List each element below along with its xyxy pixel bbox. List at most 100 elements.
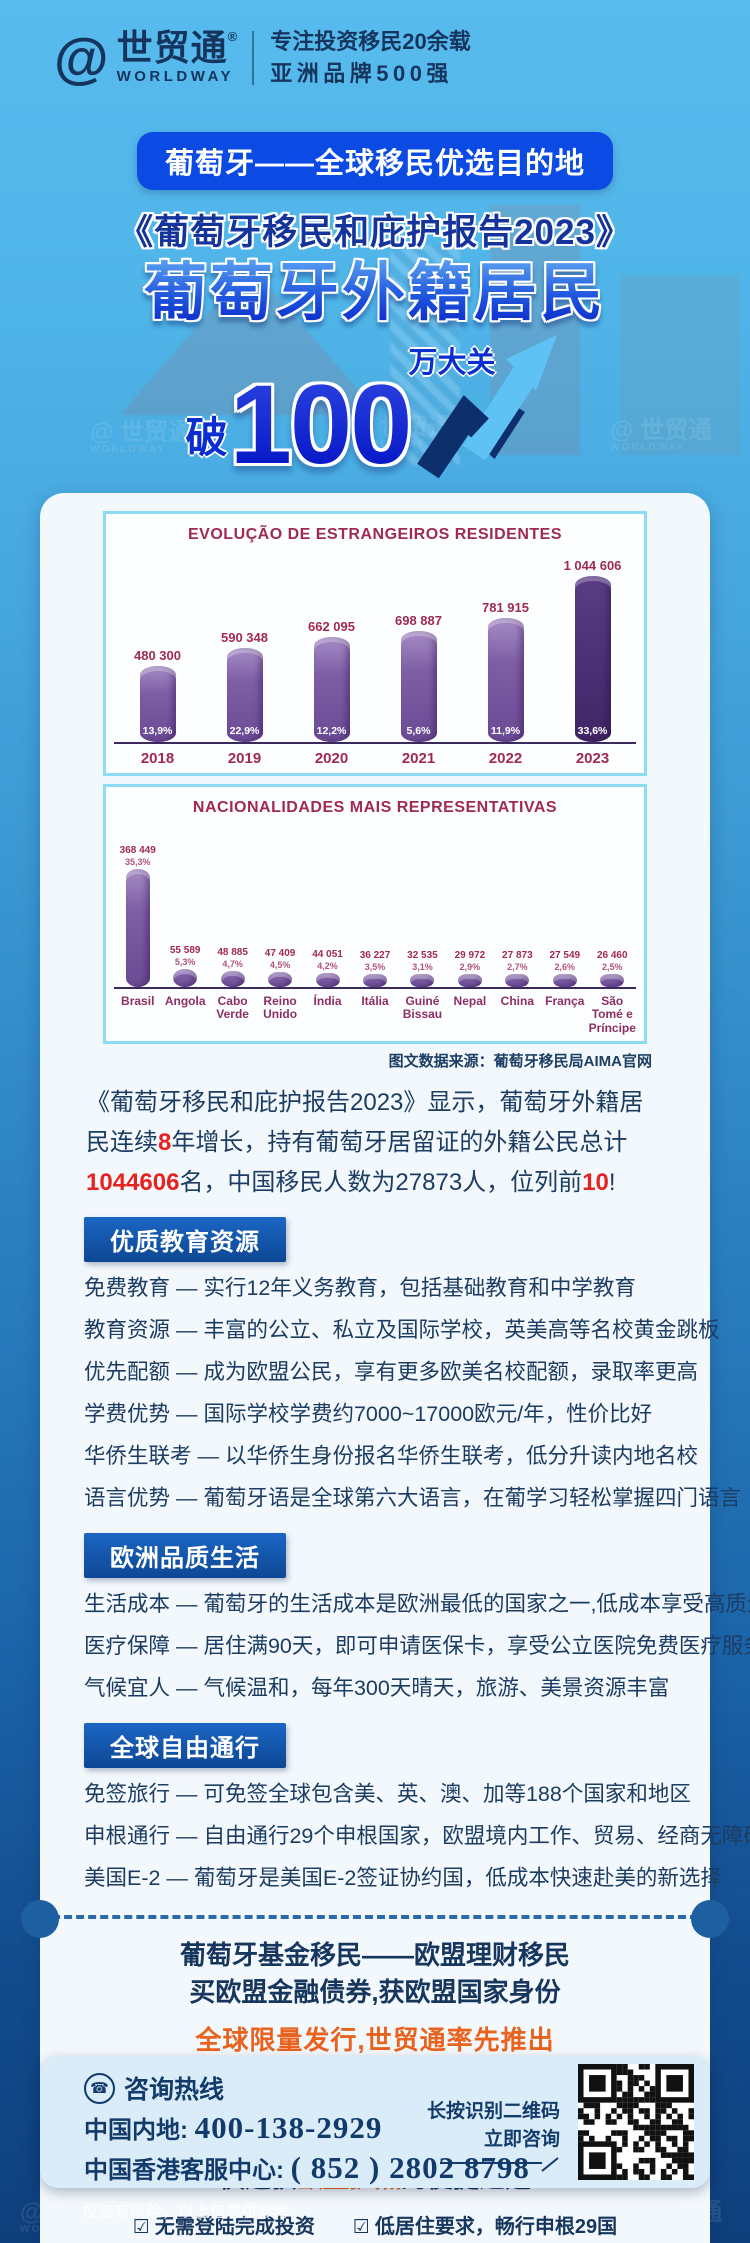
axis-category-label: 2022 (488, 749, 523, 767)
section-item: 优先配额 — 成为欧盟公民，享有更多欧美名校配额，录取率更高 (84, 1359, 698, 1384)
hongkong-label: 中国香港客服中心: (84, 2157, 284, 2184)
growth-arrow-group: 万大关 (408, 329, 564, 479)
hotline-row: ☎ 咨询热线 (84, 2070, 710, 2106)
section-item: 学费优势 — 国际学校学费约7000~17000欧元/年，性价比好 (84, 1401, 653, 1426)
report-title: 《葡萄牙移民和庇护报告2023》 (118, 212, 632, 252)
bar-column: 662 095 12,2% (288, 619, 375, 742)
paragraph-text: 年增长，持有葡萄牙居留证的外籍公民总计 (171, 1128, 628, 1156)
section-item: 美国E-2 — 葡萄牙是美国E-2签证协约国，低成本快速赴美的新选择 (84, 1865, 722, 1890)
bar-value-label: 1 044 606 (563, 557, 622, 573)
cylinder-bar (315, 972, 340, 987)
cylinder-bar: 5,6% (400, 630, 437, 742)
chart-nacionalidades-box: NACIONALIDADES MAIS REPRESENTATIVAS 368 … (103, 783, 647, 1045)
axis-category-label: 2018 (140, 749, 175, 767)
coupon-notch-left (21, 1899, 59, 1938)
section-item: 语言优势 — 葡萄牙语是全球第六大语言，在葡学习轻松掌握四门语言 (84, 1485, 741, 1510)
axis-category-label: Brasil (121, 993, 155, 1008)
section-item-list: 免费教育 — 实行12年义务教育，包括基础教育和中学教育 教育资源 — 丰富的公立… (84, 1267, 741, 1519)
bar-value-label: 480 300 (134, 647, 181, 663)
bar-column: 48 885 4,7% (209, 947, 256, 987)
hotline-title: 咨询热线 (124, 2076, 225, 2104)
data-source-note: 图文数据来源：葡萄牙移民局AIMA官网 (388, 1053, 652, 1071)
logo-subtext: WORLDWAY (116, 68, 235, 86)
cylinder-bar (600, 973, 625, 987)
bar-percent-label: 4,7% (222, 958, 243, 969)
registered-mark: ® (227, 29, 239, 45)
background-image-palace (60, 205, 740, 475)
cylinder-bar (125, 868, 150, 987)
coupon-notch-right (691, 1899, 729, 1938)
bar-percent-label: 5,6% (406, 724, 431, 737)
qr-caption-line1: 长按识别二维码 (426, 2101, 560, 2122)
axis-category-label: 2023 (575, 749, 610, 767)
big-number: 100 (229, 362, 413, 488)
chart1-title: EVOLUÇÃO DE ESTRANGEIROS RESIDENTES (188, 525, 562, 543)
hongkong-phone-number[interactable]: ( 852 ) 2802 8798 (290, 2150, 530, 2185)
cylinder-bar (552, 973, 577, 987)
main-title: 葡萄牙外籍居民 (0, 259, 750, 327)
bar-column: 44 051 4,2% (304, 949, 351, 987)
tagline-line2: 亚洲品牌500强 (270, 60, 453, 86)
bar-value-label: 32 535 (407, 949, 438, 961)
worldway-logo-icon: @ (54, 25, 109, 89)
bar-value-label: 48 885 (217, 946, 248, 958)
bar-column: 55 589 5,3% (161, 945, 208, 987)
bar-value-label: 27 549 (549, 949, 581, 961)
mainland-label: 中国内地: (84, 2117, 188, 2144)
hongkong-phone-line: 中国香港客服中心: ( 852 ) 2802 8798 (84, 2150, 710, 2186)
benefit-section-1: 优质教育资源免费教育 — 实行12年义务教育，包括基础教育和中学教育 教育资源 —… (84, 1203, 741, 1519)
bar-column: 368 449 35,3% (114, 845, 161, 987)
worldway-logo: 世贸通® WORLDWAY (116, 29, 239, 86)
bar-column: 27 873 2,7% (494, 950, 541, 987)
bar-column: 32 535 3,1% (399, 950, 446, 987)
cylinder-bar: 33,6% (574, 575, 611, 742)
check-item: ☑ 无需登陆完成投资 (132, 2216, 315, 2239)
section-item: 免费教育 — 实行12年义务教育，包括基础教育和中学教育 (84, 1275, 636, 1300)
risk-disclaimer: 投资有风险，以上信息供参考 (82, 2204, 291, 2221)
contact-footer-card: ☎ 咨询热线 中国内地: 400-138-2929 中国香港客服中心: ( 85… (40, 2056, 710, 2188)
section-badge: 优质教育资源 (84, 1216, 286, 1262)
bar-column: 36 227 3,5% (351, 950, 398, 987)
section-item: 气候宜人 — 气候温和，每年300天晴天，旅游、美景资源丰富 (84, 1675, 670, 1700)
bar-value-label: 36 227 (359, 949, 391, 961)
section-item: 免签旅行 — 可免签全球包含美、英、澳、加等188个国家和地区 (84, 1781, 691, 1806)
brand-tagline: 专注投资移民20余载 亚洲品牌500强 (270, 26, 470, 90)
axis-category-label: Índia (313, 993, 342, 1008)
bar-column: 26 460 2,5% (589, 950, 636, 987)
bar-percent-label: 5,3% (174, 956, 196, 967)
bar-value-label: 662 095 (308, 618, 355, 634)
axis-category-label: 2019 (227, 749, 262, 767)
cylinder-bar (220, 970, 245, 987)
mainland-phone-line: 中国内地: 400-138-2929 (84, 2110, 710, 2146)
paragraph-text: 名，中国移民人数为27873人，位列前 (179, 1168, 583, 1196)
checkbox-checked-icon: ☑ (352, 2217, 370, 2239)
mainland-phone-number[interactable]: 400-138-2929 (194, 2110, 383, 2145)
break-prefix: 破 (185, 413, 228, 461)
qr-caption: 长按识别二维码 立即咨询 (427, 2098, 560, 2182)
brand-header: @ 世贸通® WORLDWAY 专注投资移民20余载 亚洲品牌500强 (0, 0, 750, 90)
section-badge: 欧洲品质生活 (84, 1532, 286, 1578)
bar-column: 698 887 5,6% (375, 613, 462, 742)
benefit-sections: 优质教育资源免费教育 — 实行12年义务教育，包括基础教育和中学教育 教育资源 —… (40, 1203, 750, 1899)
cylinder-bar (173, 968, 198, 987)
chart1-year-labels: 2018 2019 2020 2021 2022 2023 (114, 744, 636, 767)
axis-category-label: Cabo Verde (216, 993, 249, 1022)
chart-evolucao-box: EVOLUÇÃO DE ESTRANGEIROS RESIDENTES 480 … (103, 510, 647, 776)
big-number-suffix: 万大关 (408, 346, 496, 379)
tagline-line1: 专注投资移民20余载 (270, 29, 471, 54)
cylinder-bar: 11,9% (487, 617, 524, 742)
axis-category-label: 2021 (401, 749, 436, 767)
axis-category-label: Nepal (453, 993, 487, 1008)
section-item: 申根通行 — 自由通行29个申根国家，欧盟境内工作、贸易、经商无障碍 (84, 1823, 750, 1848)
cylinder-bar (457, 973, 482, 987)
bar-value-label: 26 460 (596, 949, 628, 961)
section-item-list: 生活成本 — 葡萄牙的生活成本是欧洲最低的国家之一,低成本享受高质生活 医疗保障 … (84, 1583, 750, 1709)
bar-column: 590 348 22,9% (201, 630, 288, 742)
section-item: 生活成本 — 葡萄牙的生活成本是欧洲最低的国家之一,低成本享受高质生活 (84, 1591, 750, 1616)
palace-tower2-shape (620, 275, 740, 455)
qr-caption-underline (440, 2157, 559, 2172)
axis-category-label: França (545, 993, 585, 1008)
bar-percent-label: 4,2% (317, 960, 338, 971)
bar-percent-label: 13,9% (142, 724, 173, 737)
qr-code[interactable] (578, 2064, 694, 2180)
